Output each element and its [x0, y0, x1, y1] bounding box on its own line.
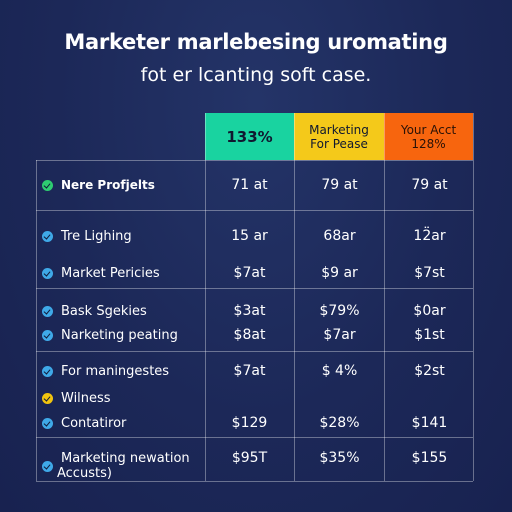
table-cell-c3: $141 [411, 415, 448, 431]
blue-check-icon [42, 460, 53, 472]
row-label-text: For maningestes [61, 364, 170, 379]
table-cell-c1: $3at [233, 303, 266, 319]
row-label-text: Marketing newation [61, 451, 190, 466]
blue-check-icon [42, 418, 53, 429]
table-cell-c2: $35% [319, 450, 360, 466]
row-label-text: Wilness [61, 391, 111, 406]
table-cell-c3: 12̈ar [413, 228, 446, 244]
table-cell-c3: $2st [414, 363, 445, 379]
row-label-text-line2: Accusts) [57, 466, 112, 481]
table-row-label: Wilness [42, 391, 111, 406]
blue-check-icon [42, 306, 53, 317]
row-label-text: Narketing peating [61, 328, 178, 343]
table-cell-c2: $7ar [323, 327, 356, 343]
grid-top-line [36, 160, 473, 161]
green-check-icon [42, 180, 53, 191]
row-label-text: Contatiror [61, 416, 127, 431]
row-label-text-wrap: Market Pericies [61, 266, 160, 281]
table-row-label: Contatiror [42, 416, 126, 431]
table-row-label: Market Pericies [42, 266, 160, 281]
table-cell-c2: 68ar [323, 228, 356, 244]
table-cell-c1: $8at [233, 327, 266, 343]
grid-col-line-0 [36, 160, 37, 481]
grid-row-line-1 [36, 210, 473, 211]
header-cell-1: 133% [205, 113, 294, 160]
row-label-text-wrap: Tre Lighing [61, 229, 132, 244]
blue-check-icon [42, 330, 53, 341]
table-cell-c2: $ 4% [321, 363, 358, 379]
grid-col-line-1 [205, 113, 206, 481]
header-cell-3: Your Acct 128% [384, 113, 473, 160]
row-label-text-wrap: Wilness [61, 391, 111, 406]
table-cell-c1: 71 at [231, 177, 268, 193]
table-cell-c1: $129 [231, 415, 268, 431]
yellow-check-icon [42, 393, 53, 404]
grid-row-line-3 [36, 351, 473, 352]
page-title: Marketer marlebesing uromating [64, 30, 448, 54]
header-cell-2: Marketing For Pease [294, 113, 384, 160]
row-label-text-wrap: Nere Profjelts [61, 178, 155, 193]
table-cell-c2: $79% [319, 303, 360, 319]
table-row-label: Narketing peating [42, 328, 178, 343]
grid-col-line-4 [473, 113, 474, 481]
header-cell-3-line2: 128% [411, 136, 446, 151]
row-label-text-wrap: Bask Sgekies [61, 304, 147, 319]
table-cell-c1: 15 ar [231, 228, 268, 244]
table-row-label: Marketing newation Accusts) [42, 451, 190, 481]
table-row-label: Bask Sgekies [42, 304, 147, 319]
row-label-text-wrap: For maningestes [61, 364, 169, 379]
grid-row-line-2 [36, 288, 473, 289]
grid-bottom-line [36, 481, 473, 482]
row-label-text: Nere Profjelts [61, 178, 155, 192]
row-label-text-wrap: Contatiror [61, 416, 126, 431]
table-row-label: For maningestes [42, 364, 169, 379]
grid-col-line-3 [384, 113, 385, 481]
table-cell-c1: $7at [233, 363, 266, 379]
table-row-label: Nere Profjelts [42, 178, 155, 193]
table-cell-c1: $7at [233, 265, 266, 281]
header-cell-2-line1: Marketing [309, 122, 369, 137]
table-cell-c1: $95T [231, 450, 268, 466]
header-cell-2-line2: For Pease [310, 136, 368, 151]
page-subtitle: fot er lcanting soft case. [140, 64, 372, 86]
row-label-text-wrap: Narketing peating [61, 328, 178, 343]
table-row-label: Tre Lighing [42, 229, 132, 244]
blue-check-icon [42, 268, 53, 279]
table-cell-c3: $0ar [413, 303, 446, 319]
row-label-text: Market Pericies [61, 266, 160, 281]
table-cell-c3: $155 [411, 450, 448, 466]
table-cell-c2: 79 at [321, 177, 358, 193]
row-label-text: Bask Sgekies [61, 304, 147, 319]
row-label-text-wrap: Marketing newation Accusts) [57, 451, 190, 481]
blue-check-icon [42, 366, 53, 377]
row-label-text: Tre Lighing [61, 229, 132, 244]
table-cell-c3: $1st [414, 327, 445, 343]
grid-row-line-4 [36, 437, 473, 438]
table-cell-c3: 79 at [411, 177, 448, 193]
blue-check-icon [42, 231, 53, 242]
table-cell-c2: $9 ar [321, 265, 358, 281]
header-cell-1-text: 133% [226, 127, 273, 146]
header-cell-3-line1: Your Acct [400, 122, 457, 137]
grid-col-line-2 [294, 113, 295, 481]
table-cell-c2: $28% [319, 415, 360, 431]
table-cell-c3: $7st [414, 265, 445, 281]
